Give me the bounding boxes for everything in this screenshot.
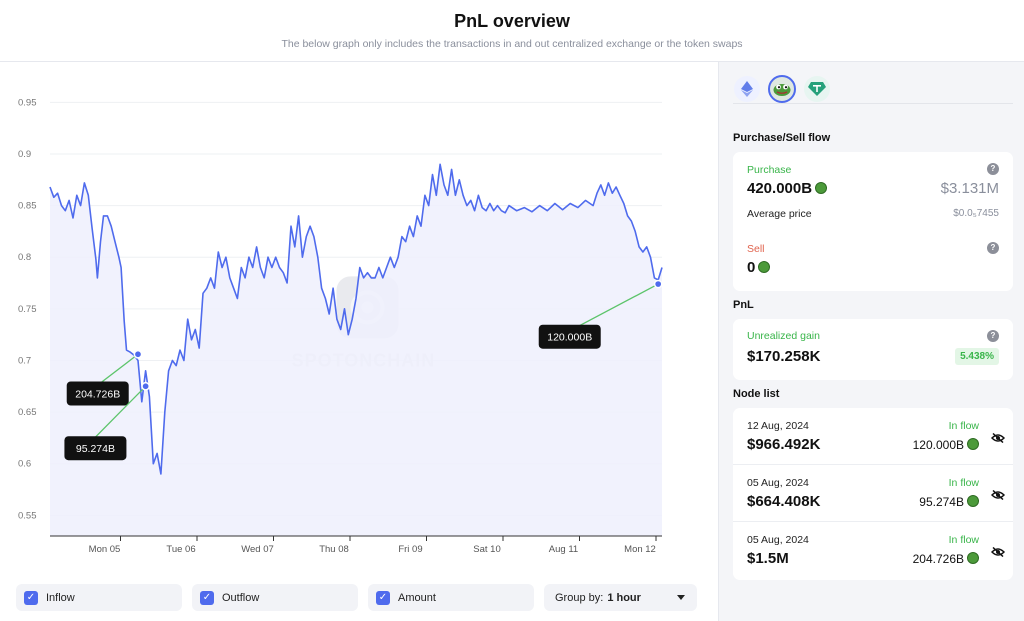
series-area [50, 164, 662, 537]
marker-point [133, 349, 143, 359]
amount-toggle[interactable]: ✓ Amount [368, 584, 534, 611]
node-usd: $1.5M [747, 550, 789, 567]
x-tick-label: Sat 10 [473, 544, 500, 555]
pnl-section-title: PnL [733, 299, 754, 311]
y-tick-label: 0.8 [18, 252, 31, 263]
inflow-checkbox[interactable]: ✓ [24, 590, 38, 605]
unrealized-label: Unrealized gain [747, 330, 820, 342]
sell-amount-row: 0 [747, 259, 771, 277]
purchase-amount: 420.000B [747, 180, 813, 197]
marker-label: 120.000B [547, 332, 592, 344]
avg-price-value: $0.0₅7455 [953, 208, 999, 219]
group-by-label: Group by: [555, 591, 604, 604]
y-tick-label: 0.9 [18, 149, 31, 160]
x-tick-label: Tue 06 [166, 544, 195, 555]
pepe-icon[interactable] [768, 75, 796, 103]
pepe-icon [967, 552, 979, 564]
pepe-icon [815, 182, 828, 194]
help-icon[interactable]: ? [987, 330, 999, 342]
node-date: 05 Aug, 2024 [747, 477, 809, 489]
outflow-checkbox[interactable]: ✓ [200, 590, 214, 605]
group-by-select[interactable]: Group by: 1 hour [544, 584, 697, 611]
marker-label: 95.274B [76, 443, 115, 455]
chart-controls: ✓ Inflow ✓ Outflow ✓ Amount Group by: 1 … [16, 584, 706, 612]
node-amount: 95.274B [919, 495, 964, 509]
node-amount: 204.726B [912, 552, 964, 566]
sidebar: Purchase/Sell flow Purchase ? 420.000B $… [718, 62, 1024, 621]
inflow-label: Inflow [46, 591, 75, 604]
avg-price-label: Average price [747, 208, 812, 220]
node-flow: In flow [948, 477, 979, 489]
header: PnL overview The below graph only includ… [0, 0, 1024, 62]
node-list: 12 Aug, 2024 In flow $966.492K 120.000B … [733, 408, 1013, 580]
y-tick-label: 0.7 [18, 355, 31, 366]
eye-off-icon[interactable] [991, 490, 1005, 500]
help-icon[interactable]: ? [987, 242, 999, 254]
y-tick-label: 0.55 [18, 510, 37, 521]
marker-point [653, 279, 663, 289]
y-tick-label: 0.75 [18, 304, 37, 315]
marker-label-box [538, 324, 601, 349]
purchase-label: Purchase [747, 164, 792, 176]
help-icon[interactable]: ? [987, 163, 999, 175]
flow-section-title: Purchase/Sell flow [733, 132, 831, 144]
node-date: 12 Aug, 2024 [747, 420, 809, 432]
marker-label-box [66, 381, 129, 406]
node-list-title: Node list [733, 388, 780, 400]
pnl-card: Unrealized gain ? $170.258K 5.438% [733, 319, 1013, 380]
inflow-toggle[interactable]: ✓ Inflow [16, 584, 182, 611]
purchase-usd: $3.131M [940, 180, 999, 197]
eye-off-icon[interactable] [991, 433, 1005, 443]
unrealized-pct-badge: 5.438% [955, 348, 999, 365]
outflow-toggle[interactable]: ✓ Outflow [192, 584, 358, 611]
x-tick-label: Mon 12 [624, 544, 656, 555]
marker-point [141, 381, 150, 391]
marker-label: 204.726B [75, 389, 120, 401]
outflow-label: Outflow [222, 591, 260, 604]
y-tick-label: 0.95 [18, 97, 37, 108]
eye-off-icon[interactable] [991, 547, 1005, 557]
node-date: 05 Aug, 2024 [747, 534, 809, 546]
token-selector [733, 74, 1013, 104]
node-amount-row: 95.274B [919, 495, 979, 509]
series-line [49, 163, 663, 475]
list-item[interactable]: 12 Aug, 2024 In flow $966.492K 120.000B [733, 408, 1013, 465]
x-tick-label: Fri 09 [398, 544, 422, 555]
marker-label-box [64, 436, 127, 461]
chart-svg: 0.950.90.850.80.750.70.650.60.55SPOTONCH… [18, 97, 663, 555]
x-tick-label: Aug 11 [549, 544, 578, 555]
node-usd: $664.408K [747, 493, 821, 510]
node-amount-row: 204.726B [913, 552, 979, 566]
sell-label: Sell [747, 243, 765, 255]
group-by-value: 1 hour [607, 591, 641, 604]
chevron-down-icon [677, 595, 685, 600]
node-amount: 120.000B [912, 438, 964, 452]
pepe-icon [758, 261, 771, 273]
list-item[interactable]: 05 Aug, 2024 In flow $1.5M 204.726B [733, 522, 1013, 579]
unrealized-value: $170.258K [747, 348, 821, 365]
node-usd: $966.492K [747, 436, 821, 453]
node-flow: In flow [948, 420, 979, 432]
y-tick-label: 0.85 [18, 201, 37, 212]
x-tick-label: Mon 05 [89, 544, 121, 555]
purchase-sell-card: Purchase ? 420.000B $3.131M Average pric… [733, 152, 1013, 291]
amount-label: Amount [398, 591, 436, 604]
pnl-chart: 0.950.90.850.80.750.70.650.60.55SPOTONCH… [0, 62, 718, 562]
pepe-icon [967, 438, 979, 450]
ethereum-icon[interactable] [734, 76, 760, 102]
y-tick-label: 0.65 [18, 407, 37, 418]
page-title: PnL overview [454, 11, 570, 31]
node-flow: In flow [948, 534, 979, 546]
tether-icon[interactable] [804, 76, 830, 102]
page-subtitle: The below graph only includes the transa… [281, 38, 743, 50]
sell-amount: 0 [747, 259, 756, 276]
x-tick-label: Thu 08 [319, 544, 349, 555]
purchase-amount-row: 420.000B [747, 180, 828, 198]
x-tick-label: Wed 07 [241, 544, 274, 555]
list-item[interactable]: 05 Aug, 2024 In flow $664.408K 95.274B [733, 465, 1013, 522]
pepe-icon [967, 495, 979, 507]
y-tick-label: 0.6 [18, 459, 31, 470]
amount-checkbox[interactable]: ✓ [376, 590, 390, 605]
node-amount-row: 120.000B [913, 438, 979, 452]
